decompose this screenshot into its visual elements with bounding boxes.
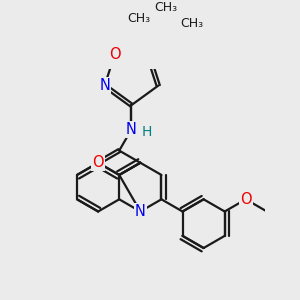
Text: N: N [135,204,146,219]
Text: CH₃: CH₃ [180,17,203,30]
Text: O: O [240,192,252,207]
Text: O: O [109,46,121,62]
Text: CH₃: CH₃ [128,12,151,25]
Text: H: H [142,125,152,139]
Text: CH₃: CH₃ [154,1,178,14]
Text: N: N [99,78,110,93]
Text: O: O [92,155,104,170]
Text: N: N [126,122,137,137]
